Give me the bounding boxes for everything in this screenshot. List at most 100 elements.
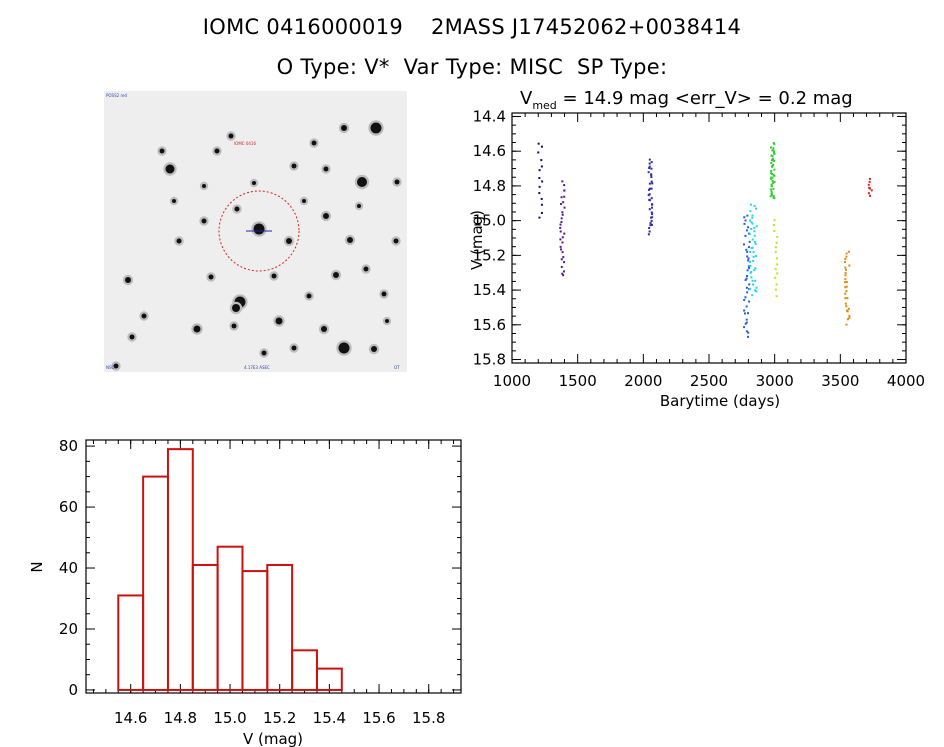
data-point xyxy=(775,295,778,298)
histogram-bar xyxy=(216,545,244,691)
data-point xyxy=(647,188,650,191)
data-point xyxy=(844,297,847,300)
data-point xyxy=(650,219,653,222)
data-point xyxy=(755,286,758,289)
x-tick-label: 3000 xyxy=(756,372,794,390)
star xyxy=(323,213,329,219)
data-point xyxy=(769,188,772,191)
data-point xyxy=(745,286,748,289)
histogram-bar xyxy=(241,570,269,691)
data-point xyxy=(648,167,651,170)
finder-scale-label: 4.17E3 ASEC xyxy=(244,365,270,370)
data-point xyxy=(540,197,543,200)
data-point xyxy=(745,330,748,333)
star xyxy=(176,238,182,244)
data-point xyxy=(773,143,776,146)
data-point xyxy=(743,298,746,301)
data-point xyxy=(647,233,650,236)
data-point xyxy=(845,305,848,308)
data-point xyxy=(745,277,748,280)
x-tick-label: 3500 xyxy=(821,372,859,390)
data-point xyxy=(746,250,749,253)
x-tick-label: 15.0 xyxy=(213,709,246,727)
data-point xyxy=(540,211,543,214)
light-curve-ylabel: V (mag) xyxy=(468,210,486,270)
data-point xyxy=(770,192,773,195)
data-point xyxy=(772,149,775,152)
histogram-frame xyxy=(85,439,462,694)
data-point xyxy=(560,202,563,205)
data-point xyxy=(846,310,849,313)
data-point xyxy=(868,177,871,180)
x-tick-label: 15.2 xyxy=(263,709,296,727)
star xyxy=(333,272,339,278)
data-point xyxy=(774,250,777,253)
data-point xyxy=(538,192,541,195)
star xyxy=(381,291,387,297)
data-point xyxy=(745,305,748,308)
x-tick-label: 14.6 xyxy=(114,709,147,727)
data-point xyxy=(560,196,563,199)
data-point xyxy=(537,142,540,145)
data-point xyxy=(559,248,562,251)
data-point xyxy=(844,272,847,275)
y-tick-label: 15.8 xyxy=(473,351,506,369)
x-tick-label: 14.8 xyxy=(164,709,197,727)
light-curve-xlabel: Barytime (days) xyxy=(660,392,780,410)
data-point xyxy=(754,255,757,258)
data-point xyxy=(651,206,654,209)
data-point xyxy=(746,269,749,272)
star xyxy=(357,204,361,208)
light-curve-chart: Vmed = 14.9 mag <err_V> = 0.2 mag 1000 15… xyxy=(468,88,925,410)
magnitude-histogram: 14.6 14.8 15.0 15.2 15.4 15.6 15.8 0 20 40 60 80 V … xyxy=(28,437,462,747)
data-point xyxy=(748,260,751,263)
y-tick-label: 15.6 xyxy=(473,316,506,334)
data-point xyxy=(743,326,746,329)
data-point xyxy=(845,252,848,255)
data-point xyxy=(745,318,748,321)
data-point xyxy=(870,189,873,192)
data-point xyxy=(648,182,651,185)
data-point xyxy=(647,194,650,197)
data-point xyxy=(847,250,850,253)
data-point xyxy=(749,210,752,213)
finder-corner-label: POSS2 red xyxy=(106,93,127,98)
data-point xyxy=(745,248,748,251)
data-point xyxy=(771,155,774,158)
data-point xyxy=(750,227,753,230)
data-point xyxy=(744,322,747,325)
y-tick-label: 0 xyxy=(68,681,78,699)
star xyxy=(271,273,277,279)
y-tick-label: 15.2 xyxy=(473,246,506,264)
data-point xyxy=(750,247,753,250)
star xyxy=(159,148,165,154)
star xyxy=(252,181,256,185)
star xyxy=(129,334,135,340)
data-point xyxy=(772,195,775,198)
data-point xyxy=(747,335,750,338)
data-point xyxy=(769,195,772,198)
data-point xyxy=(559,230,562,233)
data-point xyxy=(650,161,653,164)
data-point xyxy=(753,226,756,229)
data-point xyxy=(755,290,758,293)
data-point xyxy=(563,206,566,209)
data-point xyxy=(751,214,754,217)
data-point xyxy=(770,190,773,193)
data-point xyxy=(776,263,779,266)
data-point xyxy=(744,219,747,222)
data-point xyxy=(774,246,777,249)
data-point xyxy=(754,240,757,243)
target-circle xyxy=(218,190,300,272)
data-point xyxy=(772,187,775,190)
data-point xyxy=(747,257,750,260)
data-point xyxy=(747,312,750,315)
data-point xyxy=(562,274,565,277)
data-point xyxy=(848,264,851,267)
data-point xyxy=(561,251,564,254)
data-point xyxy=(770,161,773,164)
data-point xyxy=(749,271,752,274)
data-point xyxy=(845,290,848,293)
data-point xyxy=(751,238,754,241)
